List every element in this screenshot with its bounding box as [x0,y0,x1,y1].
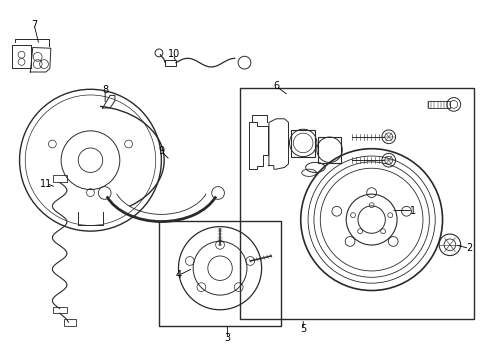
Bar [317,137,341,163]
Bar [63,319,76,326]
Text: 2: 2 [466,243,471,253]
Text: 1: 1 [409,206,415,216]
Text: 9: 9 [158,146,164,156]
Text: 11: 11 [40,179,53,189]
Text: 7: 7 [31,20,37,30]
Bar [53,175,67,182]
Text: 3: 3 [224,333,230,343]
Bar [165,60,176,66]
Text: 10: 10 [167,49,180,59]
Bar [290,130,315,157]
Bar [53,307,66,313]
Text: 4: 4 [175,270,181,280]
Bar [427,101,449,108]
Text: 8: 8 [102,85,108,95]
Bar [239,88,473,319]
Bar [159,221,281,326]
Text: 5: 5 [300,324,305,334]
Text: 6: 6 [273,81,279,91]
